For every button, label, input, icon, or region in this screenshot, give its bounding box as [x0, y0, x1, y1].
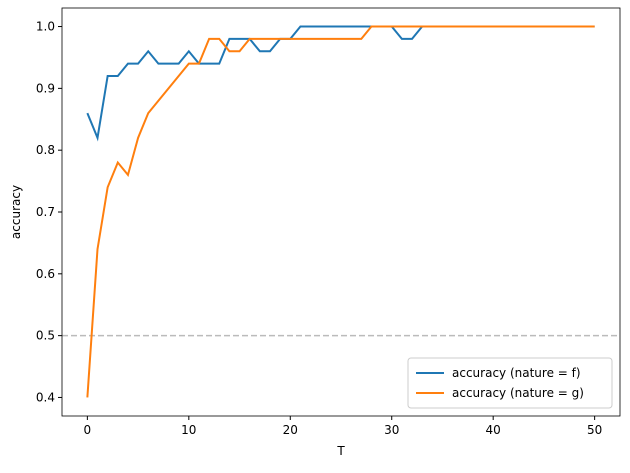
legend-box [407, 357, 613, 409]
y-tick-label: 0.4 [36, 390, 55, 404]
y-tick-label: 0.5 [36, 329, 55, 343]
x-tick-label: 10 [181, 423, 196, 437]
legend-label: accuracy (nature = g) [452, 386, 584, 400]
legend-label: accuracy (nature = f) [452, 366, 581, 380]
x-tick-label: 30 [384, 423, 399, 437]
y-tick-label: 0.8 [36, 143, 55, 157]
y-tick-label: 0.9 [36, 81, 55, 95]
data-line [86, 25, 595, 398]
y-tick-label: 0.6 [36, 267, 55, 281]
x-tick-label: 50 [587, 423, 602, 437]
y-axis-label: accuracy [9, 185, 23, 239]
x-tick-label: 40 [486, 423, 501, 437]
axes-frame [61, 7, 621, 417]
y-tick-label: 0.7 [36, 205, 55, 219]
data-line [86, 25, 595, 142]
x-axis-label: T [336, 444, 345, 458]
x-tick-label: 0 [84, 423, 92, 437]
x-tick-label: 20 [283, 423, 298, 437]
y-tick-label: 1.0 [36, 20, 55, 34]
